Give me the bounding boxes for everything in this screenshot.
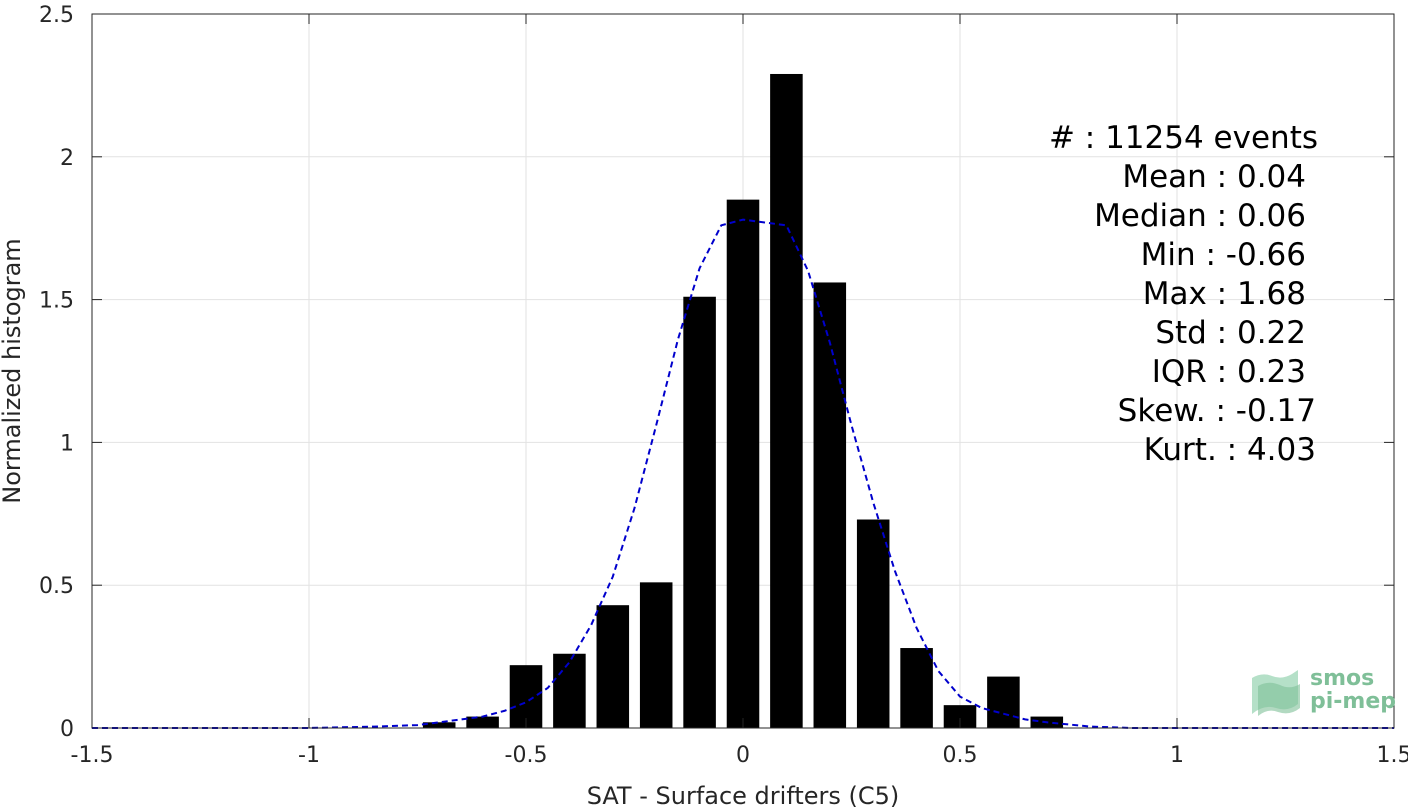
y-tick-label: 2 <box>60 146 74 171</box>
y-tick-label: 1.5 <box>39 289 74 314</box>
stat-line: Std : 0.22 <box>1155 315 1306 351</box>
histogram-bars <box>422 73 1064 728</box>
histogram-bar <box>726 199 760 728</box>
histogram-bar <box>509 665 543 728</box>
x-tick-label: -1.5 <box>71 743 114 768</box>
histogram-bar <box>466 716 499 728</box>
logo-text-pimep: pi-mep <box>1310 689 1396 714</box>
histogram-bar <box>639 582 673 728</box>
y-tick-label: 2.5 <box>39 3 74 28</box>
histogram-bar <box>553 653 586 728</box>
x-axis-ticks: -1.5 -1 -0.5 0 0.5 1 1.5 <box>71 14 1408 768</box>
y-axis-ticks: 0 0.5 1 1.5 2 2.5 <box>39 3 1394 742</box>
histogram-bar <box>596 605 630 728</box>
y-tick-label: 0.5 <box>39 574 74 599</box>
y-axis-label: Normalized histogram <box>0 238 26 503</box>
histogram-bar <box>987 676 1020 728</box>
histogram-bar <box>943 705 977 728</box>
stat-line: Kurt. : 4.03 <box>1144 432 1316 468</box>
x-tick-label: 0.5 <box>943 743 978 768</box>
x-tick-label: -0.5 <box>505 743 548 768</box>
stat-line: IQR : 0.23 <box>1152 354 1306 390</box>
y-tick-label: 1 <box>60 431 74 456</box>
histogram-bar <box>813 282 847 728</box>
histogram-bar <box>770 73 803 728</box>
stat-line: Median : 0.06 <box>1094 198 1306 234</box>
x-tick-label: -1 <box>298 743 320 768</box>
stat-line: Min : -0.66 <box>1141 237 1306 273</box>
histogram-bar <box>900 648 933 728</box>
stat-line: Max : 1.68 <box>1143 276 1306 312</box>
x-tick-label: 1.5 <box>1377 743 1408 768</box>
fit-curve <box>92 218 1394 729</box>
x-tick-label: 1 <box>1170 743 1184 768</box>
histogram-bar <box>856 519 890 728</box>
smos-pi-mep-logo: smos pi-mep <box>1252 666 1396 716</box>
stat-line: Mean : 0.04 <box>1122 159 1306 195</box>
x-tick-label: 0 <box>736 743 750 768</box>
logo-text-smos: smos <box>1310 666 1374 691</box>
histogram-bar <box>683 296 716 728</box>
x-axis-label: SAT - Surface drifters (C5) <box>587 782 900 809</box>
y-tick-label: 0 <box>60 717 74 742</box>
stat-line: Skew. : -0.17 <box>1118 393 1316 429</box>
histogram-bar <box>422 722 456 728</box>
stat-line: # : 11254 events <box>1049 120 1318 156</box>
